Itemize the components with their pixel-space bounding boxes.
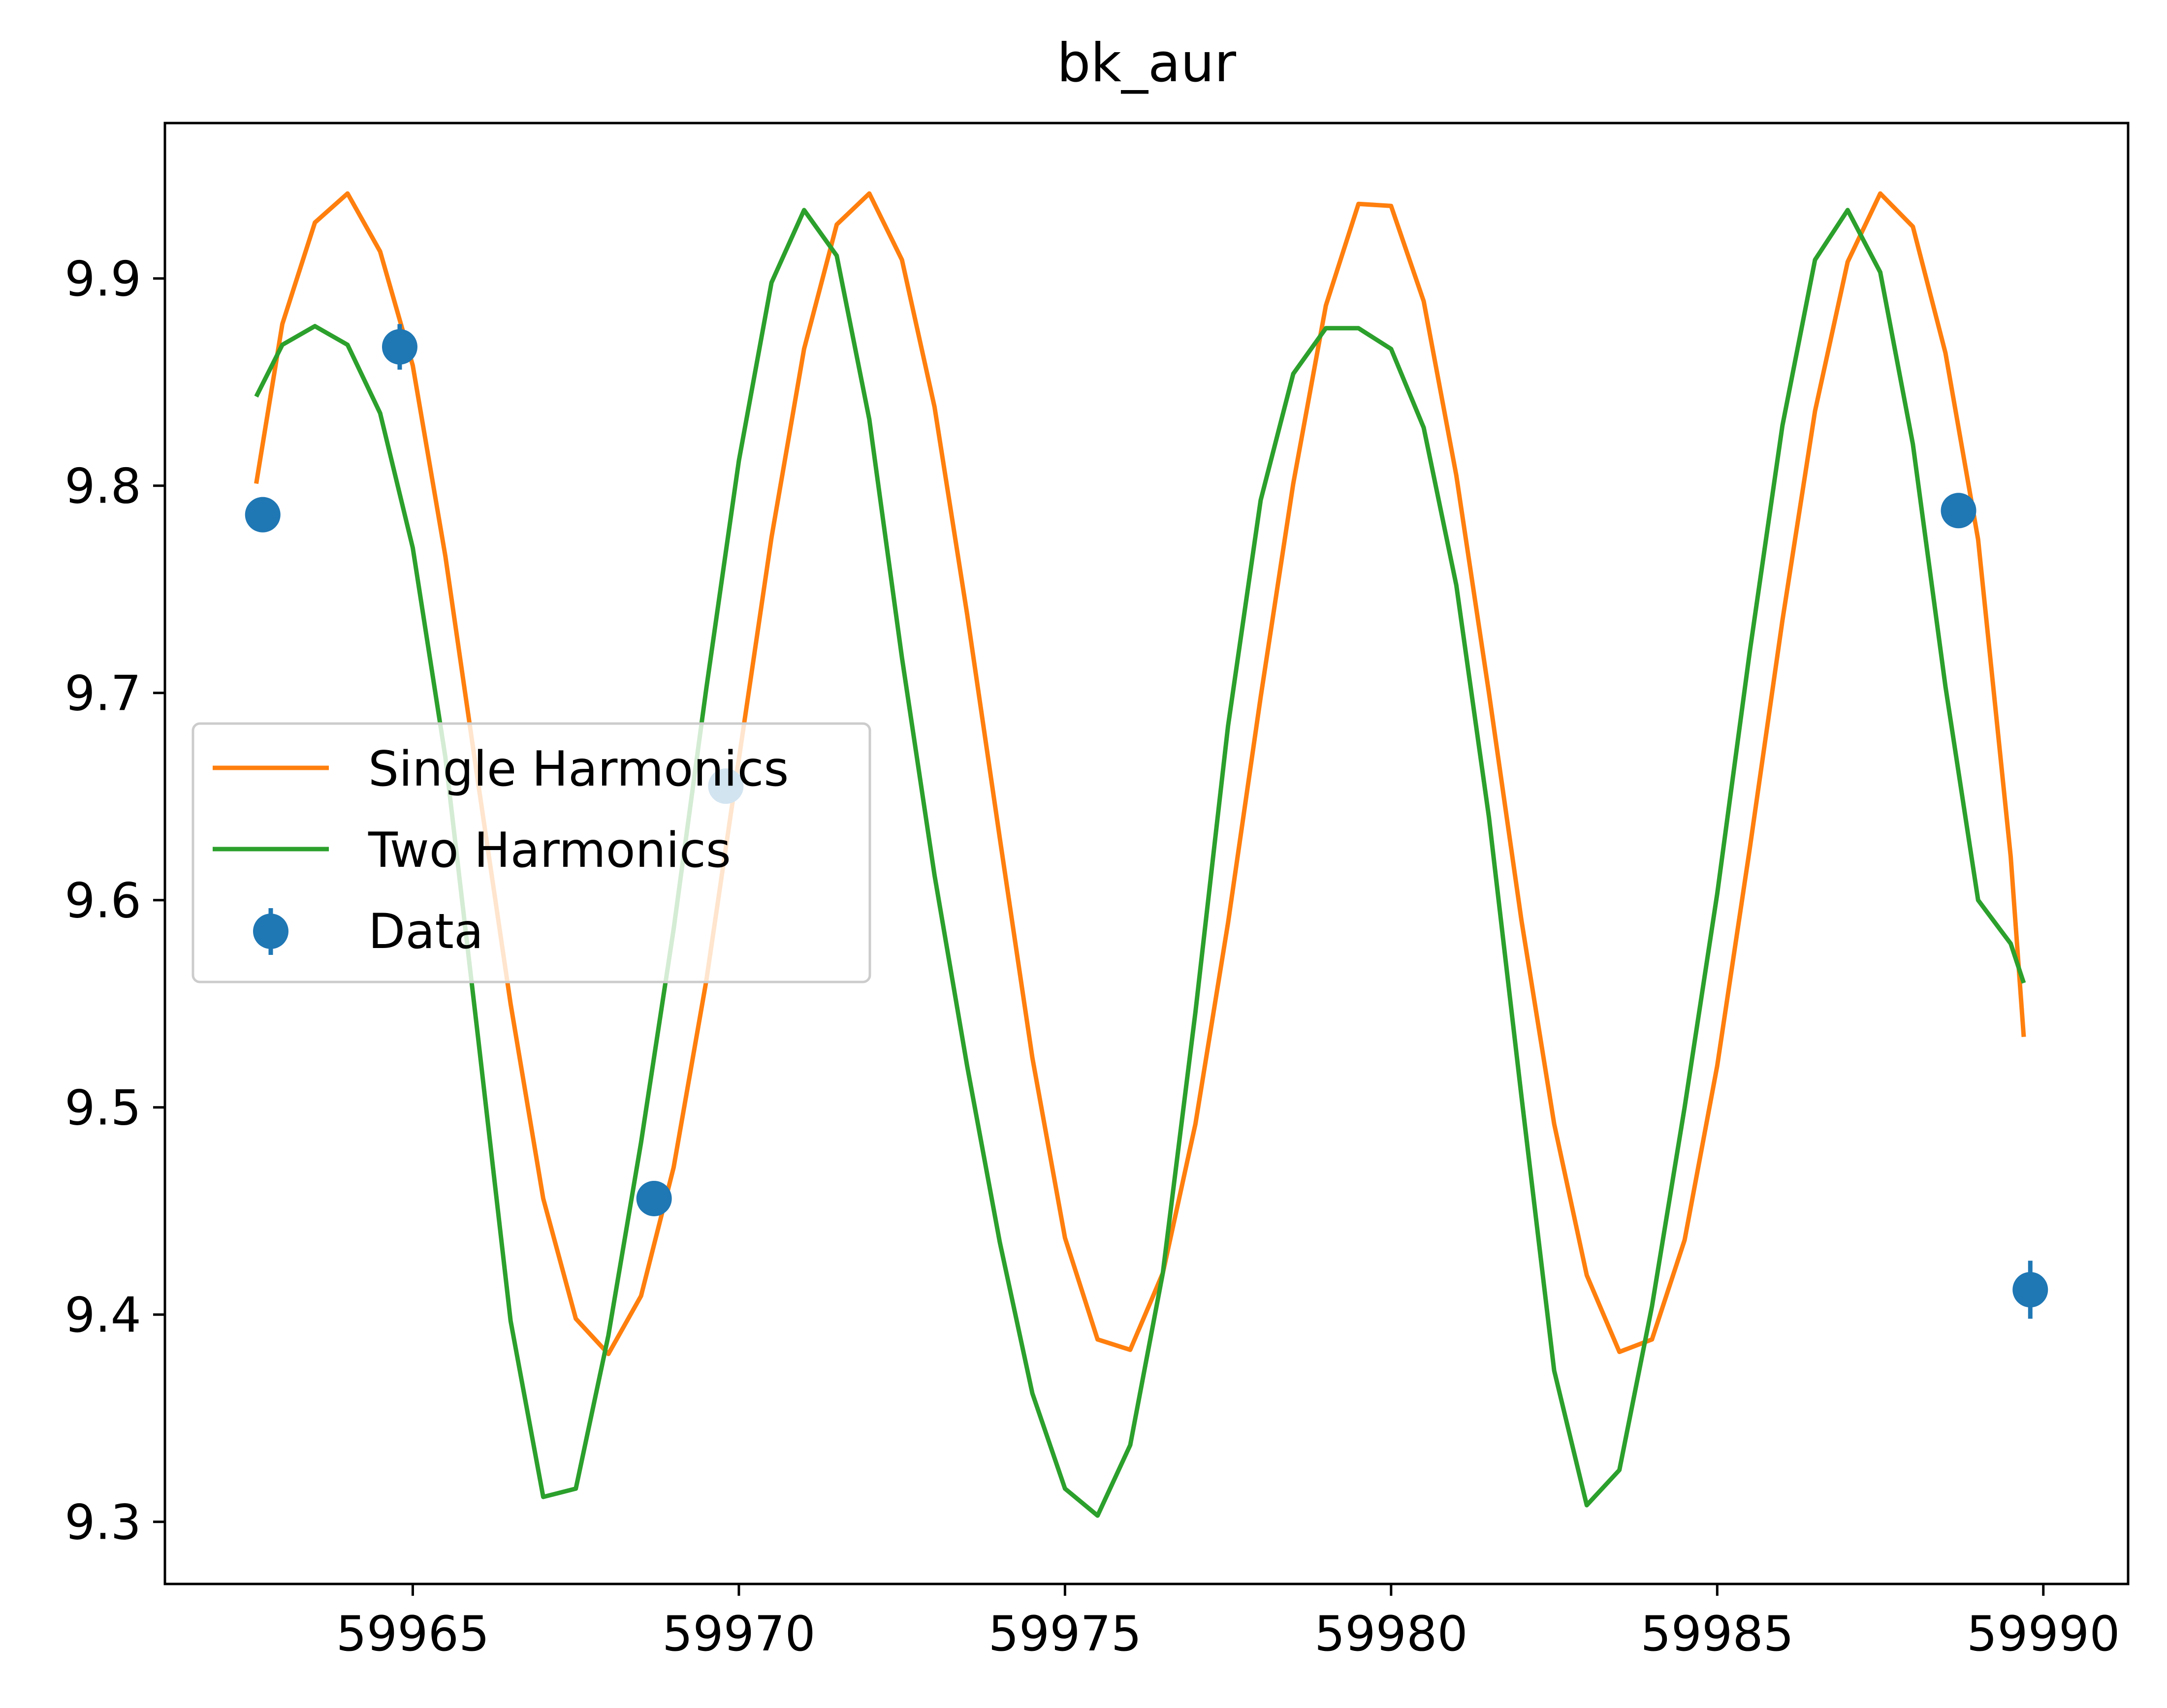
y-tick-label: 9.4 [64,1288,141,1344]
x-tick-label: 59965 [336,1606,490,1662]
series-layer [254,191,2026,1518]
legend-label-single-harmonics: Single Harmonics [368,741,789,797]
legend-label-two-harmonics: Two Harmonics [368,822,731,879]
x-tick-label: 59985 [1640,1606,1794,1662]
series-line-single-harmonics [254,191,2026,1357]
data-point [1941,493,1976,529]
legend-marker-data [253,914,288,949]
x-tick-label: 59970 [662,1606,816,1662]
legend-frame [191,722,871,983]
legend: Single Harmonics Two Harmonics Data [191,722,871,983]
y-tick-label: 9.5 [64,1080,141,1137]
x-tick-label: 59975 [988,1606,1142,1662]
series-line-two-harmonics [254,208,2026,1518]
x-tick-label: 59990 [1967,1606,2120,1662]
data-point [2012,1272,2048,1308]
data-point [636,1180,672,1216]
y-tick-label: 9.8 [64,459,141,515]
y-tick-label: 9.9 [64,252,141,308]
y-tick-label: 9.3 [64,1495,141,1551]
x-axis: 59965 59970 59975 59980 59985 59990 [336,1584,2120,1662]
x-tick-label: 59980 [1314,1606,1468,1662]
y-tick-label: 9.6 [64,873,141,929]
y-axis: 9.3 9.4 9.5 9.6 9.7 9.8 9.9 [64,252,165,1551]
plot-area-frame [163,122,2130,1585]
data-point [245,497,281,533]
data-point [382,329,417,365]
y-tick-label: 9.7 [64,666,141,722]
legend-label-data: Data [368,904,483,960]
chart-title: bk_aur [1057,32,1237,94]
